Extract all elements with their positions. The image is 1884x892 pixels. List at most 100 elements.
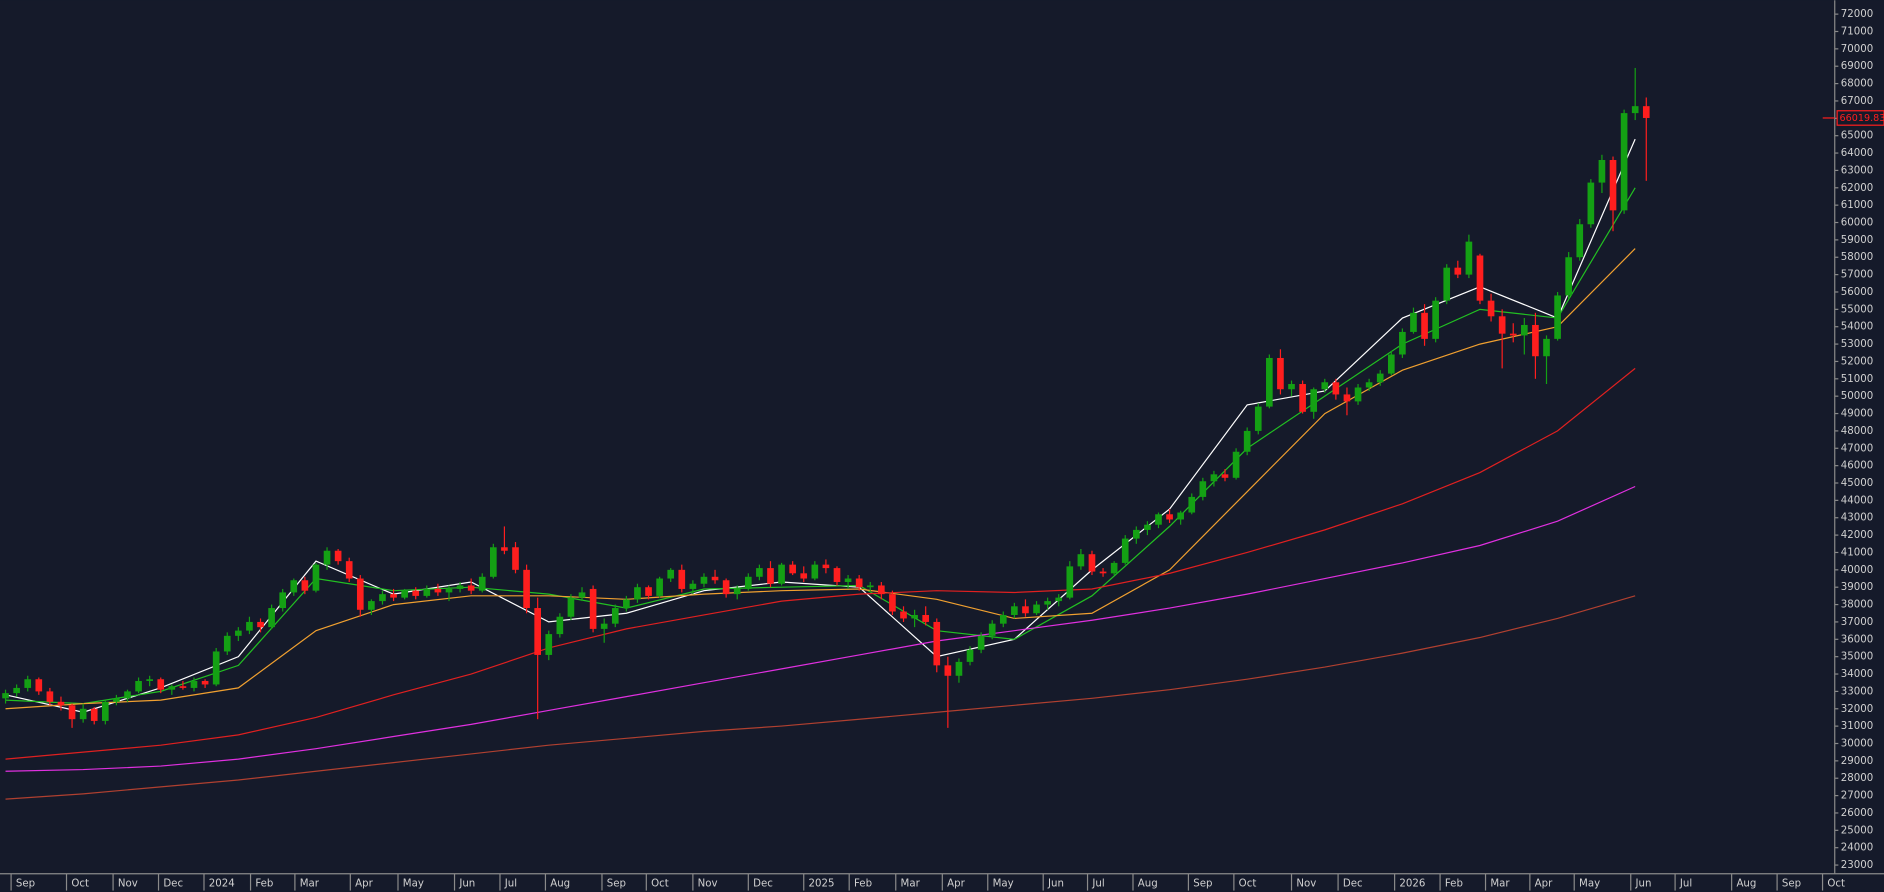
y-tick-label: 47000 (1841, 443, 1873, 454)
ma-line (5, 367, 1636, 760)
candle-body (1221, 474, 1229, 478)
candle-body (689, 583, 697, 589)
candle-body (556, 616, 564, 635)
candle-body (223, 635, 231, 652)
x-tick-label: Jul (1091, 878, 1104, 889)
x-tick-label: Jun (1047, 878, 1064, 889)
candle-body (290, 580, 298, 593)
y-tick-label: 38000 (1841, 600, 1873, 611)
candle-body (423, 588, 431, 596)
candle-body (257, 621, 264, 628)
candle-body (190, 680, 198, 688)
candle-body (46, 691, 54, 702)
candle-body (1321, 382, 1329, 390)
candle-body (1332, 382, 1340, 395)
candle-body (57, 701, 65, 706)
candle-body (711, 576, 719, 581)
candles (2, 67, 1650, 728)
candle-body (146, 679, 153, 681)
candle-body (1476, 255, 1484, 301)
candle-body (855, 578, 863, 588)
candle-body (922, 614, 930, 622)
candle-body (900, 611, 907, 619)
candle-body (1410, 312, 1417, 332)
candle-body (490, 547, 497, 577)
candle-body (1343, 394, 1351, 402)
candle-body (279, 592, 287, 609)
candle-body (1609, 159, 1617, 211)
candle-body (811, 564, 819, 579)
candle-body (1432, 300, 1439, 339)
candle-body (1642, 106, 1650, 118)
y-tick-label: 25000 (1841, 825, 1873, 836)
candle-body (301, 580, 309, 591)
candle-body (999, 614, 1007, 624)
candle-body (1288, 384, 1295, 390)
y-tick-label: 59000 (1841, 235, 1873, 246)
y-tick-label: 23000 (1841, 860, 1873, 871)
candle-body (589, 588, 597, 629)
y-tick-label: 51000 (1841, 374, 1873, 385)
candle-body (1443, 267, 1451, 301)
moving-averages (5, 138, 1636, 800)
candle-body (467, 585, 475, 591)
x-tick-label: May (993, 878, 1014, 889)
y-tick-label: 67000 (1841, 96, 1873, 107)
candle-body (268, 608, 275, 628)
ma-line (5, 595, 1636, 800)
candle-body (101, 701, 109, 721)
candle-body (1509, 333, 1517, 336)
y-tick-label: 50000 (1841, 391, 1873, 402)
candle-body (1598, 159, 1606, 183)
candle-body (1077, 554, 1085, 567)
y-tick-label: 39000 (1841, 582, 1873, 593)
y-tick-label: 48000 (1841, 426, 1873, 437)
candle-body (1399, 331, 1406, 355)
candle-body (1521, 324, 1528, 336)
candle-body (124, 691, 131, 699)
candle-body (1188, 496, 1196, 513)
candle-body (1266, 357, 1273, 407)
y-tick-label: 60000 (1841, 218, 1873, 229)
x-tick-label: Dec (163, 878, 183, 889)
x-tick-label: 2026 (1399, 878, 1425, 889)
candle-body (1121, 538, 1129, 563)
y-tick-label: 44000 (1841, 495, 1873, 506)
candle-body (733, 588, 741, 595)
x-tick-label: Jun (458, 878, 475, 889)
last-price-label: 66019.83 (1840, 113, 1884, 124)
x-tick-label: Feb (854, 878, 872, 889)
candle-body (456, 585, 464, 589)
candle-body (379, 594, 386, 602)
y-tick-label: 42000 (1841, 530, 1873, 541)
x-tick-label: Aug (1736, 878, 1756, 889)
candle-body (878, 585, 885, 595)
candle-body (168, 686, 176, 690)
candle-body (1177, 512, 1184, 520)
y-tick-label: 26000 (1841, 808, 1873, 819)
y-tick-label: 28000 (1841, 773, 1873, 784)
x-tick-label: Jun (1635, 878, 1652, 889)
candle-body (634, 587, 641, 600)
x-tick-label: May (1579, 878, 1600, 889)
y-tick-label: 45000 (1841, 478, 1873, 489)
x-tick-label: 2025 (809, 878, 835, 889)
candle-body (1232, 451, 1240, 478)
y-tick-label: 27000 (1841, 791, 1873, 802)
x-tick-label: Jul (1679, 878, 1692, 889)
y-tick-label: 57000 (1841, 270, 1873, 281)
x-tick-label: Oct (71, 878, 89, 889)
ma-line (5, 187, 1636, 705)
y-tick-label: 37000 (1841, 617, 1873, 628)
candle-body (390, 594, 397, 598)
candle-body (611, 608, 619, 624)
candle-body (1277, 357, 1284, 390)
x-tick-label: Jul (504, 878, 517, 889)
candle-body (866, 585, 874, 588)
candle-body (534, 608, 541, 655)
candle-body (800, 573, 808, 579)
candle-body (977, 635, 985, 650)
candle-body (722, 580, 730, 595)
last-price-box (1836, 110, 1884, 126)
